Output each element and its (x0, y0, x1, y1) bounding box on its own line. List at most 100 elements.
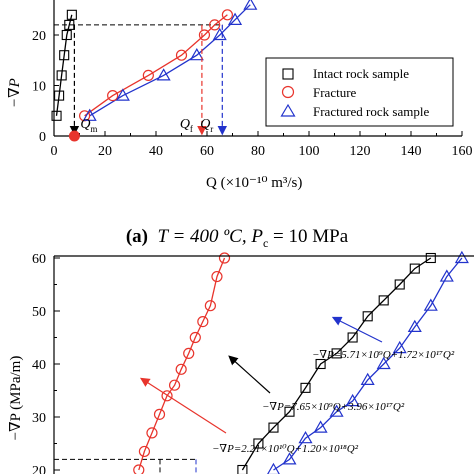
chart-a-q-sub: r (210, 124, 213, 134)
chart-b-point-triangle (423, 298, 438, 311)
chart-b-fit-line-1 (241, 257, 432, 471)
chart-b-point-square (253, 438, 264, 449)
legend-box (265, 57, 454, 127)
chart-a-point-square (56, 70, 67, 81)
chart-a-point-triangle (189, 47, 204, 61)
chart-b-point-square (362, 311, 373, 322)
chart-a-fit-line-0 (55, 14, 73, 116)
chart-b-point-triangle (360, 372, 375, 385)
chart-b-y-tick-label: 50 (32, 305, 46, 320)
chart-a-point-triangle (243, 0, 258, 10)
chart-b-point-triangle (282, 452, 297, 465)
chart-a-markers (51, 0, 258, 122)
chart-b-point-circle (197, 316, 209, 328)
chart-a-ticks: 0 20 40 60 80 100 120 140 160 0 10 20 (32, 29, 473, 159)
chart-b-point-square (409, 263, 420, 274)
chart-b-point-triangle (376, 356, 391, 370)
chart-b-annotations: −∇P=5.71×10⁹Q+1.72×10¹⁷Q² −∇P=7.65×10⁹Q+3… (139, 316, 455, 455)
chart-b-point-circle (153, 408, 166, 420)
legend-marker-circle (281, 85, 295, 99)
chart-a-point-triangle (156, 68, 171, 81)
chart-b-point-square (284, 406, 295, 417)
chart-b-equation-arrow (228, 355, 271, 394)
chart-a-q-label: Q (180, 117, 190, 132)
chart-a-x-tick-label: 160 (452, 144, 473, 159)
chart-a-point-circle (142, 69, 154, 82)
chart-a-x-tick-label: 0 (51, 144, 58, 159)
chart-a-y-tick-label: 10 (32, 80, 46, 95)
chart-a-xlabel: Q (×10⁻¹⁰ m³/s) (206, 175, 302, 191)
chart-a-q-label: Q (200, 117, 210, 132)
chart-b-point-circle (183, 347, 195, 359)
chart-b-point-square (315, 358, 326, 370)
chart-a-point-circle (175, 49, 188, 61)
chart-b-point-square (394, 279, 405, 290)
chart-a-point-circle (221, 9, 233, 21)
chart-b-point-square (425, 252, 436, 264)
chart-b-point-circle (168, 379, 181, 391)
chart-a-legend: Intact rock sample Fracture Fractured ro… (265, 57, 454, 127)
chart-a-x-tick-label: 140 (401, 144, 422, 159)
chart-a-origin-dot (68, 130, 80, 142)
chart-b-equation-label: −∇P=5.71×10⁹Q+1.72×10¹⁷Q² (312, 349, 455, 361)
chart-b-point-square (268, 422, 279, 433)
chart-b-point-circle (204, 300, 216, 312)
chart-b-point-triangle (407, 319, 422, 332)
chart-a-x-tick-label: 60 (200, 144, 214, 159)
chart-b-y-tick-label: 40 (32, 358, 46, 373)
chart-a-x-tick-label: 20 (98, 144, 112, 159)
chart-b-reference-lines (54, 458, 197, 474)
chart-b-y-tick-label: 60 (32, 252, 46, 267)
chart-a-point-square (51, 110, 62, 121)
legend-entry-fracture: Fracture (313, 85, 357, 100)
chart-b-point-square (378, 295, 389, 306)
chart-b-point-triangle (454, 250, 469, 264)
chart-a-y-tick-label: 0 (39, 130, 46, 145)
panel-letter: (a) (125, 226, 148, 247)
chart-a-point-square (61, 29, 72, 41)
chart-b-point-circle (189, 331, 201, 344)
chart-b-ylabel: −∇P (MPa/m) (8, 356, 24, 441)
chart-a-x-tick-label: 80 (251, 144, 265, 159)
chart-a-point-circle (209, 19, 221, 31)
chart-b-axes (53, 255, 474, 474)
chart-b-point-circle (161, 390, 173, 402)
caption-psub: c (262, 235, 269, 250)
chart-a-point-square (59, 50, 70, 61)
chart-a-x-tick-label: 100 (299, 144, 320, 159)
chart-b-equation-arrow (139, 377, 227, 434)
chart-a-point-circle (107, 89, 119, 102)
chart-b-fit-line-0 (138, 257, 226, 471)
chart-b-markers (133, 250, 469, 474)
chart-a-point-circle (198, 29, 211, 41)
panel-caption: (a) T = 400 ºC, Pc = 10 MPa (0, 226, 474, 251)
chart-b-fit-lines (138, 257, 463, 471)
chart-a-q-sub: f (190, 124, 193, 134)
legend-entry-fractured: Fractured rock sample (313, 104, 429, 119)
chart-b-point-circle (146, 427, 158, 439)
chart-a-fit-line-1 (84, 14, 228, 117)
chart-b-point-triangle (329, 404, 344, 417)
chart-a-x-tick-label: 120 (350, 144, 371, 159)
chart-a-q-label: Q (80, 117, 90, 132)
chart-b-equation-arrow (331, 316, 383, 343)
chart-a-ylabel: −∇P (7, 78, 23, 108)
chart-a-q-sub: m (90, 124, 97, 134)
chart-b-point-triangle (392, 340, 407, 354)
legend-marker-triangle (280, 103, 296, 117)
caption-rest: = 10 MPa (268, 226, 349, 247)
chart-b-point-circle (211, 270, 223, 283)
chart-b-point-circle (133, 464, 145, 474)
chart-b-point-circle (175, 363, 187, 375)
chart-b-point-square (237, 464, 248, 474)
legend-marker-square (282, 68, 294, 80)
chart-a-point-triangle (115, 88, 130, 101)
chart-b-y-tick-label: 20 (32, 464, 46, 474)
chart-b-point-triangle (267, 462, 280, 474)
chart-b-point-square (300, 382, 311, 393)
chart-a-fit-lines (55, 4, 251, 117)
chart-b-equation-label: −∇P=7.65×10⁹Q+3.96×10¹⁷Q² (262, 401, 405, 413)
chart-b-point-square (347, 332, 358, 343)
